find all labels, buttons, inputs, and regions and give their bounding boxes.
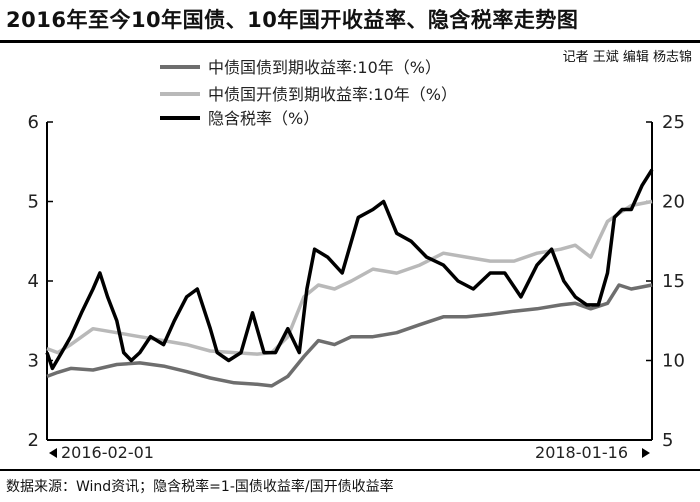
y-left-tick-label: 5	[28, 192, 39, 213]
author-credit: 记者 王斌 编辑 杨志锦	[562, 50, 692, 65]
y-left-tick-label: 4	[28, 271, 39, 292]
y-right-tick-label: 5	[662, 430, 673, 451]
y-right-tick-label: 25	[662, 112, 685, 133]
left-arrow-icon	[49, 448, 57, 458]
x-end-date-label: 2018-01-16	[535, 443, 628, 462]
title-divider	[0, 40, 700, 43]
legend-label: 中债国开债到期收益率:10年（%）	[208, 85, 457, 104]
legend-label: 中债国债到期收益率:10年（%）	[208, 58, 441, 77]
y-left-tick-label: 6	[28, 112, 39, 133]
data-source-note: 数据来源：Wind资讯；隐含税率=1-国债收益率/国开债收益率	[6, 479, 394, 495]
y-right-tick-label: 15	[662, 271, 685, 292]
y-left-tick-label: 3	[28, 351, 39, 372]
footer-divider	[0, 469, 700, 471]
y-right-tick-label: 20	[662, 192, 685, 213]
series-guokai-line	[46, 199, 653, 356]
series-guozhai-line	[46, 283, 653, 388]
right-arrow-icon	[642, 448, 650, 458]
x-start-date-label: 2016-02-01	[61, 443, 154, 462]
legend-label: 隐含税率（%）	[208, 109, 319, 128]
chart-title: 2016年至今10年国债、10年国开收益率、隐含税率走势图	[6, 8, 579, 32]
y-left-tick-label: 2	[28, 430, 39, 451]
y-right-tick-label: 10	[662, 351, 685, 372]
series-tax-line	[45, 168, 654, 371]
